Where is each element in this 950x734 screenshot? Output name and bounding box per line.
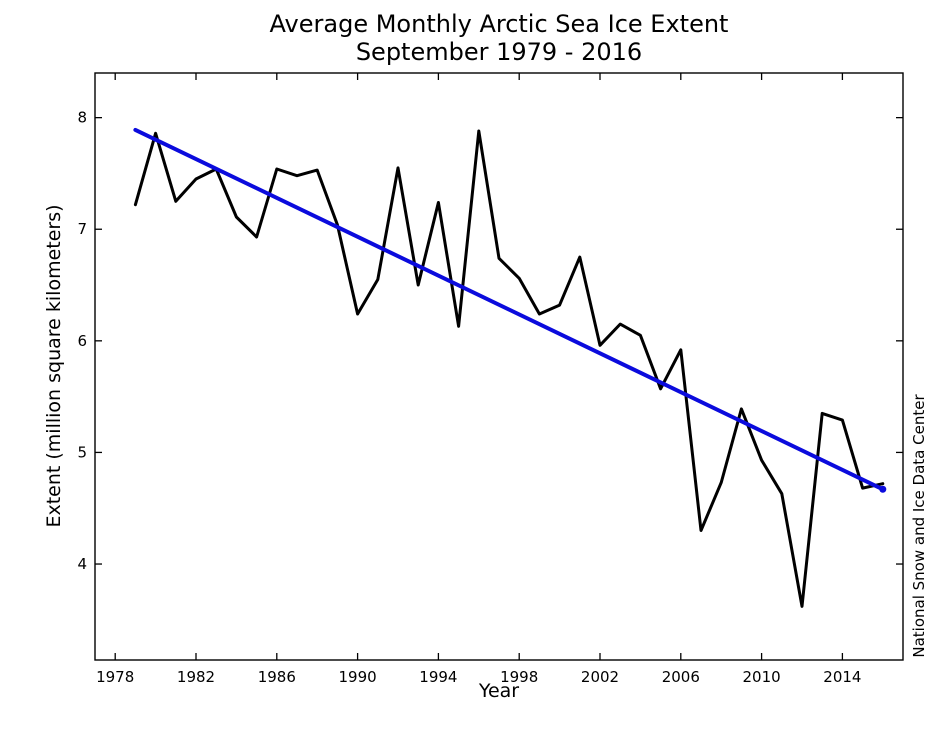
x-tick-label: 1978 [96, 668, 134, 686]
x-tick-label: 1982 [177, 668, 215, 686]
y-axis-label: Extent (million square kilometers) [43, 204, 65, 527]
x-tick-label: 2010 [743, 668, 781, 686]
x-tick-label: 2002 [581, 668, 619, 686]
extent-line [133, 129, 885, 608]
x-tick-label: 2014 [823, 668, 861, 686]
chart-title-line2: September 1979 - 2016 [356, 38, 642, 66]
credit-text: National Snow and Ice Data Center [910, 394, 928, 658]
axes-frame [94, 72, 904, 661]
x-tick-label: 1990 [339, 668, 377, 686]
y-tick-label: 7 [77, 220, 87, 238]
x-tick-label: 2006 [662, 668, 700, 686]
chart-title-line1: Average Monthly Arctic Sea Ice Extent [270, 10, 729, 38]
y-tick-label: 8 [77, 109, 87, 127]
x-tick-label: 1986 [258, 668, 296, 686]
x-axis-label: Year [478, 680, 519, 702]
y-tick-label: 4 [77, 555, 87, 573]
trend-end-marker [879, 485, 887, 493]
x-tick-label: 1998 [500, 668, 538, 686]
x-tick-label: 1994 [419, 668, 457, 686]
trend-line [133, 127, 885, 492]
plot-area: 1978 1982 1986 1990 1994 1998 2002 2006 2010 2014… [77, 72, 904, 686]
y-tick-label: 5 [77, 443, 87, 461]
y-tick-label: 6 [77, 332, 87, 350]
